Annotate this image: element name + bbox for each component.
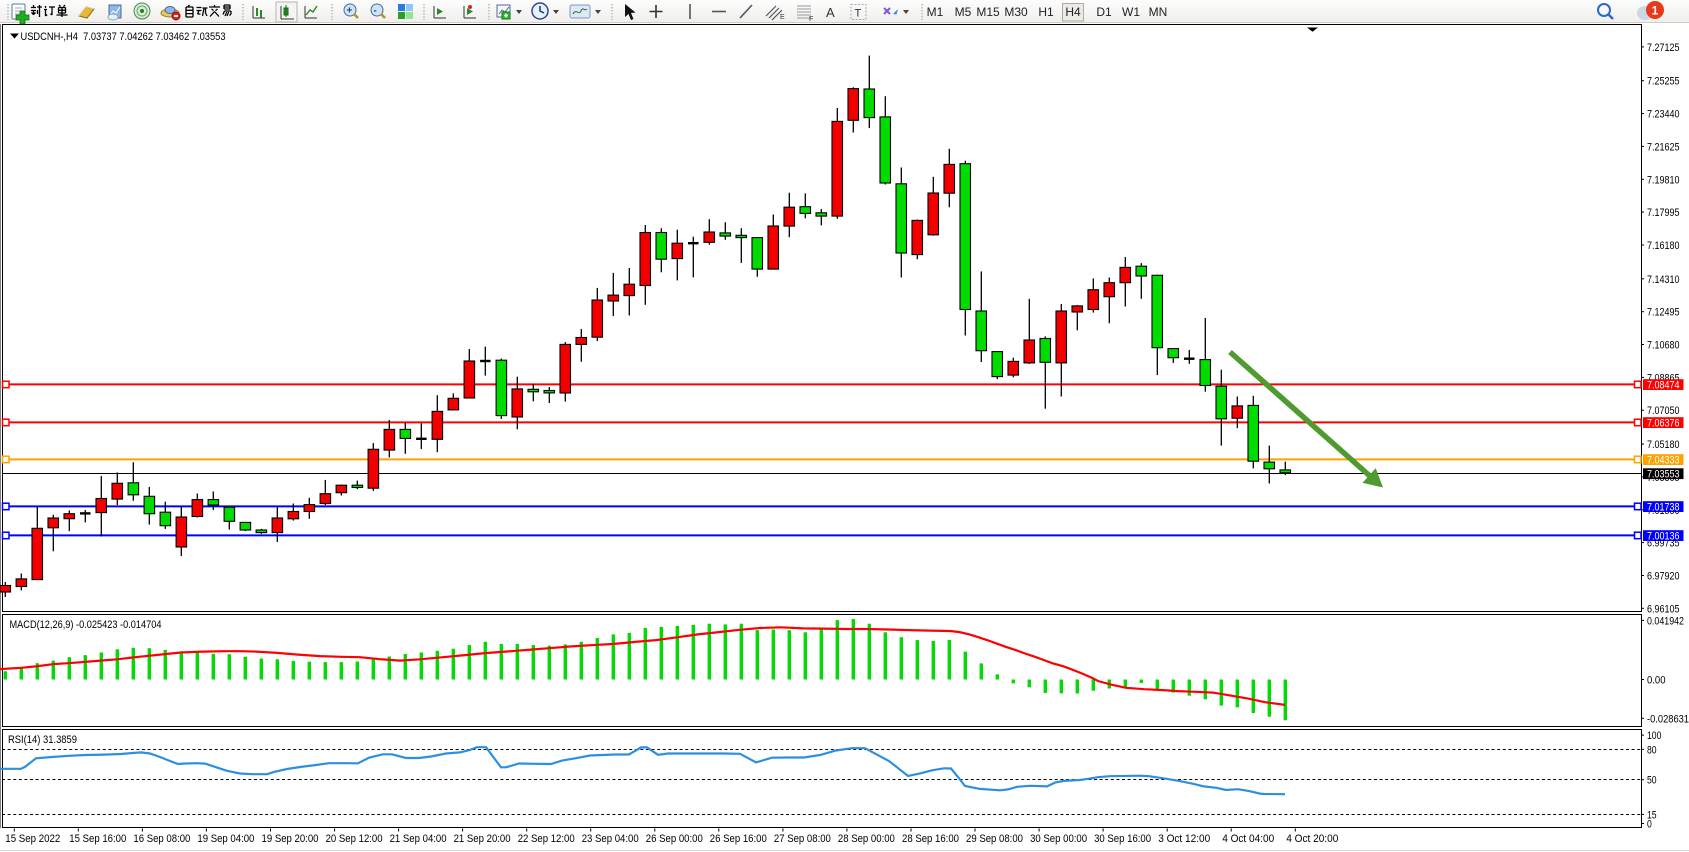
svg-text:M15: M15 — [976, 5, 1000, 19]
svg-text:6.96105: 6.96105 — [1647, 603, 1680, 615]
svg-text:0.00: 0.00 — [1647, 675, 1666, 687]
svg-text:7.06376: 7.06376 — [1647, 417, 1680, 429]
svg-text:+: + — [347, 6, 353, 17]
svg-text:MACD(12,26,9) -0.025423 -0.014: MACD(12,26,9) -0.025423 -0.014704 — [10, 619, 162, 631]
svg-text:7.07050: 7.07050 — [1647, 405, 1680, 417]
svg-text:-0.028631: -0.028631 — [1647, 713, 1689, 725]
svg-text:15 Sep 2022: 15 Sep 2022 — [5, 833, 60, 845]
svg-text:H1: H1 — [1038, 5, 1054, 19]
svg-text:M1: M1 — [927, 5, 944, 19]
svg-text:6.97920: 6.97920 — [1647, 571, 1680, 583]
svg-text:15 Sep 16:00: 15 Sep 16:00 — [69, 833, 126, 845]
svg-text:7.05180: 7.05180 — [1647, 439, 1680, 451]
svg-text:20 Sep 12:00: 20 Sep 12:00 — [326, 833, 383, 845]
svg-text:22 Sep 12:00: 22 Sep 12:00 — [518, 833, 575, 845]
svg-text:27 Sep 08:00: 27 Sep 08:00 — [774, 833, 831, 845]
svg-text:29 Sep 08:00: 29 Sep 08:00 — [966, 833, 1023, 845]
svg-text:50: 50 — [1647, 775, 1657, 787]
svg-text:7.21625: 7.21625 — [1647, 141, 1680, 153]
svg-text:19 Sep 04:00: 19 Sep 04:00 — [197, 833, 254, 845]
svg-text:H4: H4 — [1065, 5, 1081, 19]
svg-text:E: E — [780, 14, 785, 21]
svg-text:0.041942: 0.041942 — [1647, 615, 1684, 627]
svg-text:MN: MN — [1149, 5, 1168, 19]
svg-text:15: 15 — [1647, 809, 1657, 821]
svg-text:7.01738: 7.01738 — [1647, 501, 1680, 513]
svg-text:21 Sep 04:00: 21 Sep 04:00 — [390, 833, 447, 845]
svg-text:A: A — [826, 5, 835, 20]
svg-text:7.16180: 7.16180 — [1647, 240, 1680, 252]
svg-text:16 Sep 08:00: 16 Sep 08:00 — [133, 833, 190, 845]
svg-text:28 Sep 00:00: 28 Sep 00:00 — [838, 833, 895, 845]
svg-text:M5: M5 — [955, 5, 972, 19]
svg-text:D1: D1 — [1096, 5, 1112, 19]
svg-text:100: 100 — [1647, 730, 1661, 742]
svg-text:1: 1 — [1652, 4, 1659, 18]
svg-text:7.23440: 7.23440 — [1647, 109, 1680, 121]
svg-text:7.00136: 7.00136 — [1647, 530, 1680, 542]
svg-text:23 Sep 04:00: 23 Sep 04:00 — [582, 833, 639, 845]
svg-text:7.27125: 7.27125 — [1647, 42, 1680, 54]
svg-text:7.25255: 7.25255 — [1647, 76, 1680, 88]
svg-text:7.04333: 7.04333 — [1647, 454, 1680, 466]
svg-text:30 Sep 00:00: 30 Sep 00:00 — [1030, 833, 1087, 845]
svg-text:7.10680: 7.10680 — [1647, 340, 1680, 352]
svg-text:-: - — [374, 6, 377, 17]
svg-text:7.14310: 7.14310 — [1647, 274, 1680, 286]
svg-text:26 Sep 16:00: 26 Sep 16:00 — [710, 833, 767, 845]
svg-text:3 Oct 12:00: 3 Oct 12:00 — [1158, 833, 1210, 845]
svg-text:19 Sep 20:00: 19 Sep 20:00 — [262, 833, 319, 845]
svg-text:26 Sep 00:00: 26 Sep 00:00 — [646, 833, 703, 845]
svg-text:4 Oct 04:00: 4 Oct 04:00 — [1222, 833, 1274, 845]
svg-text:F: F — [809, 16, 813, 23]
svg-text:30 Sep 16:00: 30 Sep 16:00 — [1094, 833, 1151, 845]
svg-text:0: 0 — [1647, 819, 1652, 831]
svg-text:4 Oct 20:00: 4 Oct 20:00 — [1286, 833, 1338, 845]
svg-text:80: 80 — [1647, 744, 1657, 756]
svg-text:7.17995: 7.17995 — [1647, 207, 1680, 219]
svg-text:T: T — [855, 8, 862, 20]
svg-text:28 Sep 16:00: 28 Sep 16:00 — [902, 833, 959, 845]
svg-text:21 Sep 20:00: 21 Sep 20:00 — [454, 833, 511, 845]
svg-text:7.19810: 7.19810 — [1647, 174, 1680, 186]
svg-text:W1: W1 — [1122, 5, 1140, 19]
svg-text:7.12495: 7.12495 — [1647, 307, 1680, 319]
svg-text:7.03553: 7.03553 — [1647, 469, 1680, 481]
svg-text:RSI(14) 31.3859: RSI(14) 31.3859 — [8, 734, 77, 746]
svg-text:USDCNH-,H4 7.03737 7.04262 7.: USDCNH-,H4 7.03737 7.04262 7.03462 7.035… — [21, 31, 226, 43]
svg-text:M30: M30 — [1004, 5, 1028, 19]
svg-text:7.08474: 7.08474 — [1647, 379, 1680, 391]
